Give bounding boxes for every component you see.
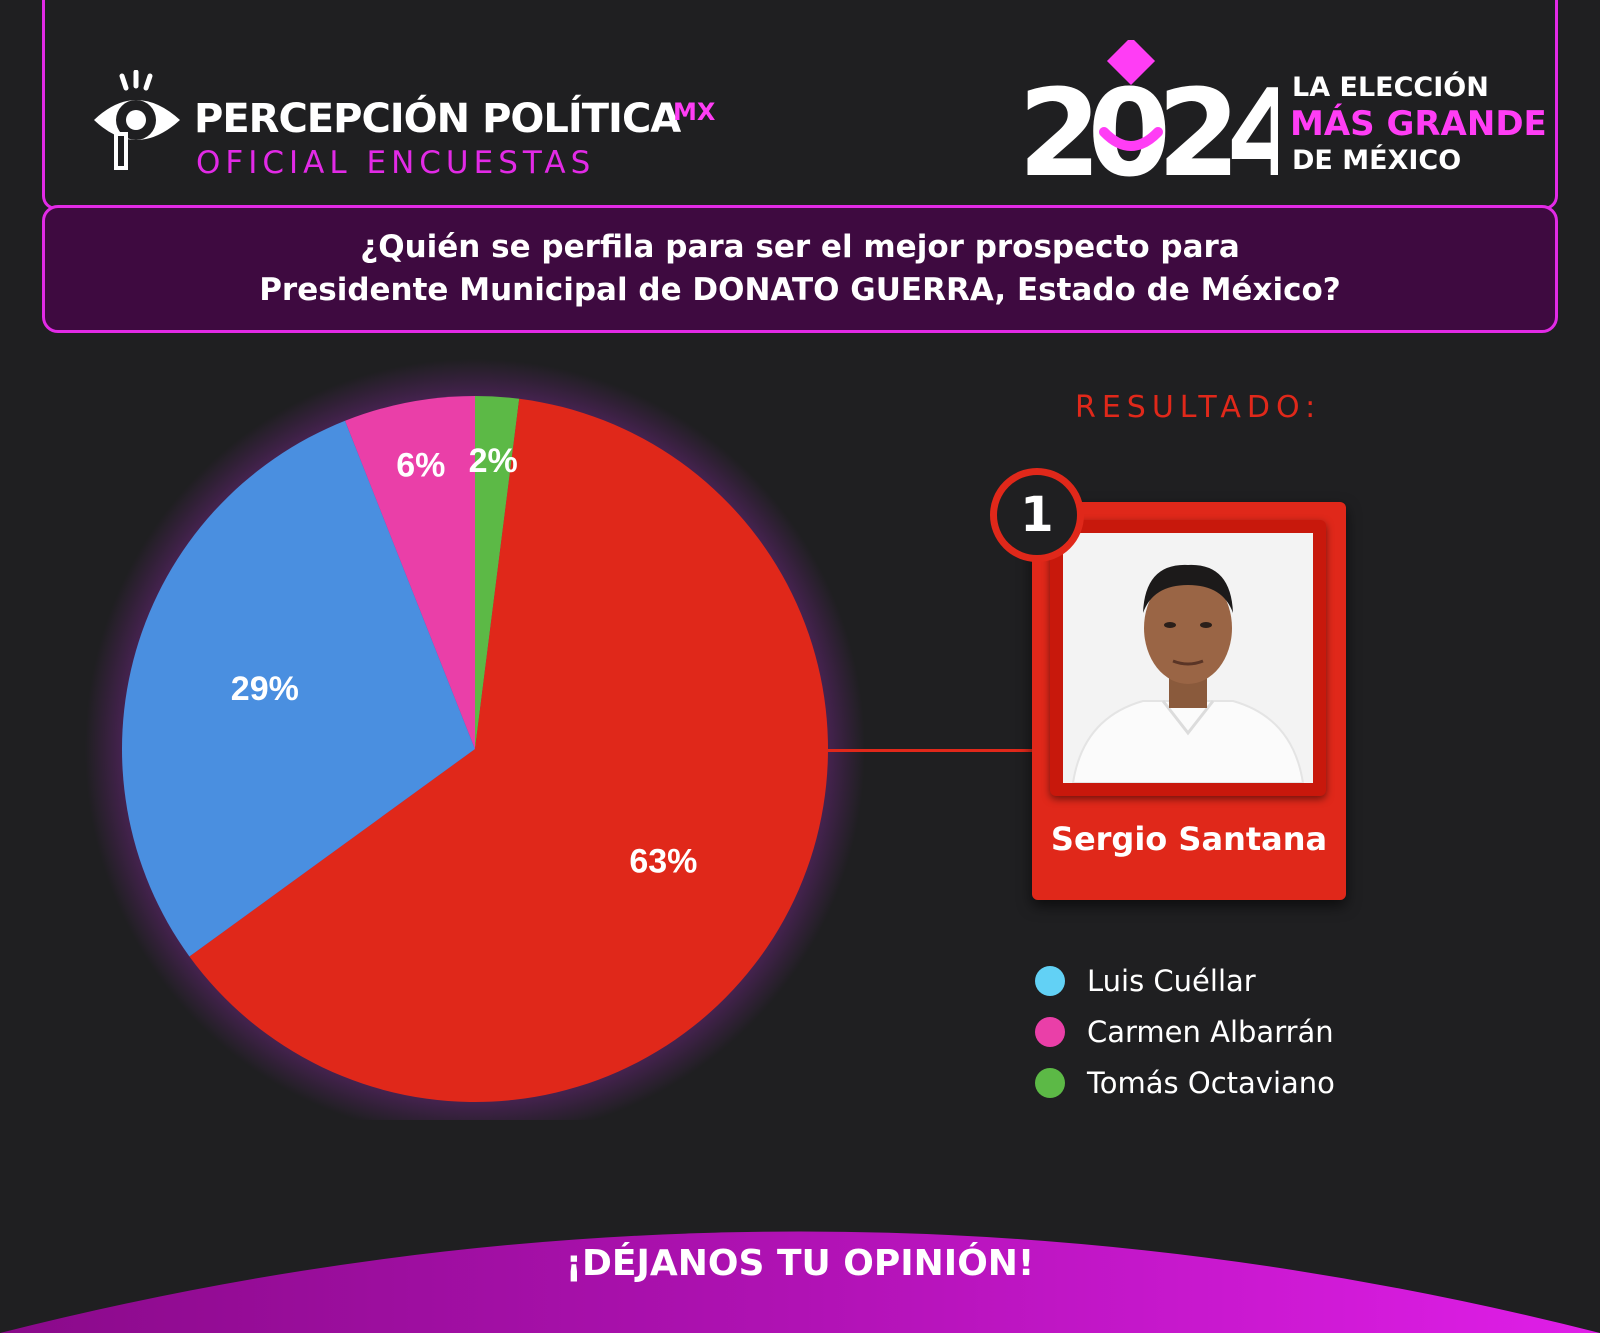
legend-item: Carmen Albarrán xyxy=(1035,1006,1335,1057)
pie-slice xyxy=(121,420,476,957)
legend-swatch-tomas xyxy=(1035,1067,1065,1098)
winner-photo-frame xyxy=(1050,520,1326,796)
person-portrait-icon xyxy=(1071,564,1305,783)
brand-suffix: MX xyxy=(673,98,716,126)
pie-chart: 2% 63% 29% 6% xyxy=(85,359,865,1120)
footer-banner[interactable] xyxy=(0,1190,1600,1333)
winner-card: Sergio Santana xyxy=(1032,502,1346,900)
winner-name: Sergio Santana xyxy=(1050,820,1328,858)
pie-data-label: 29% xyxy=(231,670,299,708)
brand-name: PERCEPCIÓN POLÍTICA xyxy=(194,96,681,142)
election-tagline-1: LA ELECCIÓN xyxy=(1292,72,1489,103)
legend-label: Tomás Octaviano xyxy=(1087,1065,1335,1100)
brand-subtitle: OFICIAL ENCUESTAS xyxy=(196,145,596,181)
pie-data-label: 6% xyxy=(396,447,445,485)
logo-smile-icon xyxy=(1099,127,1163,151)
winner-photo xyxy=(1063,533,1313,783)
rank-badge: 1 xyxy=(990,468,1084,562)
pie-data-label: 63% xyxy=(629,842,697,880)
question-line-1: ¿Quién se perfila para ser el mejor pros… xyxy=(360,229,1240,265)
pie-slice xyxy=(345,396,475,749)
footer-cta[interactable]: ¡DÉJANOS TU OPINIÓN! xyxy=(565,1243,1035,1284)
legend-swatch-carmen xyxy=(1035,1016,1065,1047)
question-line-2: Presidente Municipal de DONATO GUERRA, E… xyxy=(259,272,1341,308)
election-tagline-2: MÁS GRANDE xyxy=(1290,104,1547,144)
election-2024-logo: 2024 xyxy=(1018,40,1278,185)
result-heading: RESULTADO: xyxy=(1075,390,1322,425)
pie-data-label: 2% xyxy=(469,442,518,480)
election-year: 2024 xyxy=(1018,65,1278,185)
legend-swatch-luis xyxy=(1035,965,1065,996)
election-tagline-3: DE MÉXICO xyxy=(1292,145,1462,176)
pie-slice xyxy=(475,396,520,749)
legend-label: Carmen Albarrán xyxy=(1087,1014,1334,1049)
result-connector-line xyxy=(828,749,1033,752)
legend-label: Luis Cuéllar xyxy=(1087,963,1256,998)
legend-item: Luis Cuéllar xyxy=(1035,955,1335,1006)
pie-slice xyxy=(189,398,829,1103)
eye-logo-icon xyxy=(94,70,180,170)
chart-legend: Luis Cuéllar Carmen Albarrán Tomás Octav… xyxy=(1035,955,1335,1108)
question-banner: ¿Quién se perfila para ser el mejor pros… xyxy=(42,205,1558,333)
legend-item: Tomás Octaviano xyxy=(1035,1057,1335,1108)
